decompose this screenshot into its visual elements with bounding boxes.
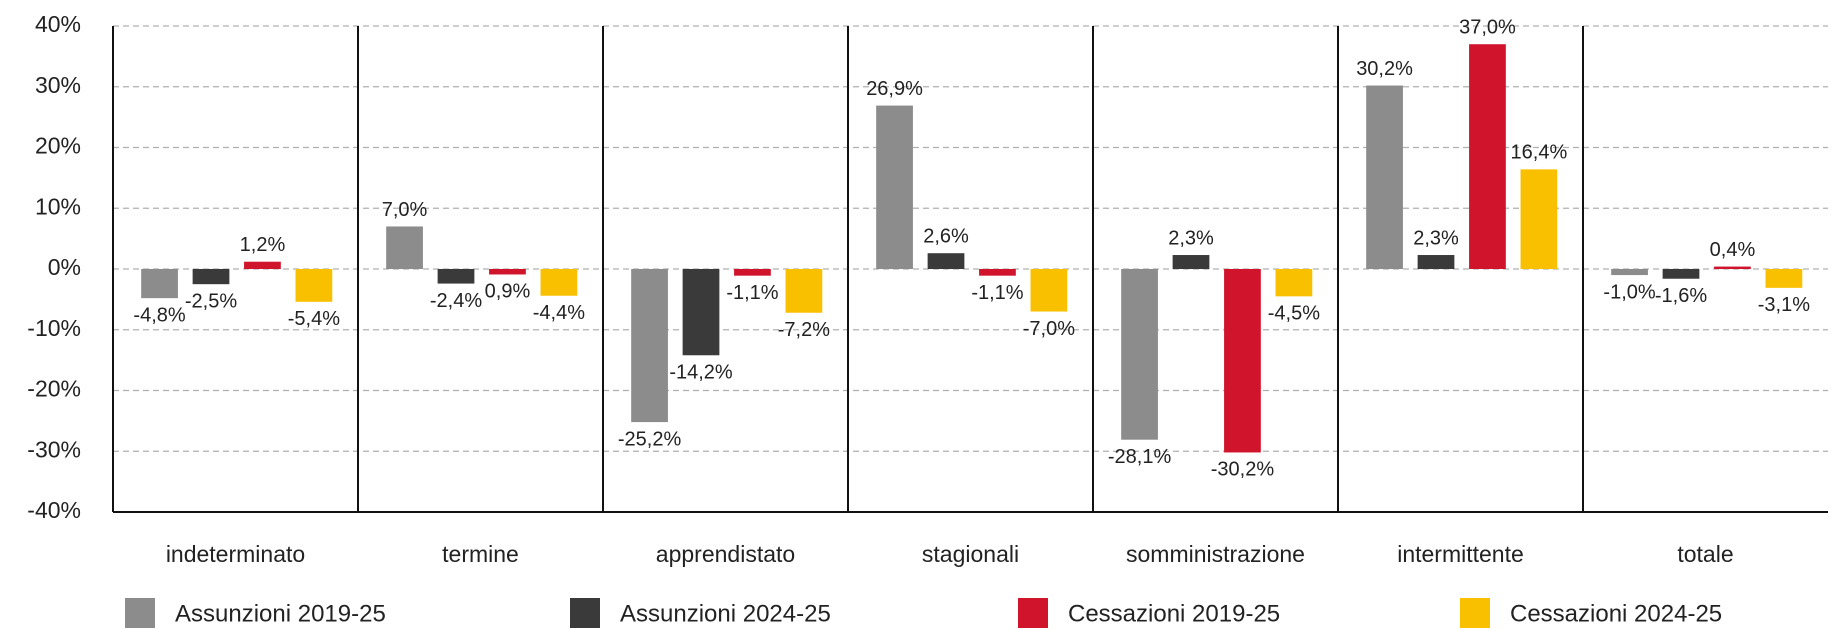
value-label: -1,0% [1603,281,1655,303]
y-tick-label: 20% [35,133,81,159]
x-tick-label: indeterminato [166,541,305,567]
bar [141,269,178,299]
y-tick-label: 40% [35,11,81,37]
bar [979,269,1016,276]
x-tick-label: intermittente [1397,541,1524,567]
bar [244,261,281,269]
value-label: -4,5% [1268,303,1320,325]
value-label: 1,2% [240,234,286,256]
y-tick-label: 10% [35,193,81,219]
bar [1765,269,1803,288]
y-tick-label: 0% [48,254,81,280]
value-label: -1,1% [971,282,1023,304]
value-label: -7,0% [1023,318,1075,340]
value-label: 0,4% [1710,239,1756,261]
x-tick-label: totale [1677,541,1733,567]
bar [1611,269,1648,276]
value-label: -30,2% [1211,459,1275,481]
value-label: -25,2% [618,428,682,450]
legend-label: Cessazioni 2019-25 [1068,600,1280,627]
value-label: -4,4% [533,302,585,324]
value-label: 2,3% [1168,227,1214,249]
legend-label: Assunzioni 2019-25 [175,600,386,627]
y-tick-label: -20% [27,376,81,402]
bar [1224,269,1261,453]
bar [192,269,230,285]
value-label: -1,1% [726,282,778,304]
bar [682,269,720,356]
bar [540,269,578,296]
x-tick-label: termine [442,541,519,567]
bar [927,253,965,269]
legend-label: Cessazioni 2024-25 [1510,600,1722,627]
value-label: -4,8% [133,304,185,326]
legend-swatch [1460,598,1490,628]
value-label: -28,1% [1108,446,1172,468]
bar [876,105,913,270]
y-tick-label: -10% [27,315,81,341]
value-label: 0,9% [485,281,531,303]
legend-swatch [570,598,600,628]
value-label: -5,4% [288,308,340,330]
bar [1121,269,1158,440]
y-tick-label: -40% [27,497,81,523]
bar [489,269,526,275]
bar [1275,269,1313,297]
value-label: -7,2% [778,319,830,341]
value-label: -3,1% [1758,294,1810,316]
x-tick-label: apprendistato [656,541,795,567]
value-label: 30,2% [1356,58,1413,80]
legend-label: Assunzioni 2024-25 [620,600,831,627]
bar [1366,85,1403,269]
legend-swatch [125,598,155,628]
bar [631,269,668,423]
value-label: 37,0% [1459,17,1516,39]
value-label: 2,3% [1413,227,1459,249]
value-label: -1,6% [1655,285,1707,307]
bar [1520,169,1558,269]
legend-swatch [1018,598,1048,628]
y-tick-label: -30% [27,436,81,462]
bar [437,269,475,284]
value-label: 2,6% [923,225,969,247]
bar [1662,269,1700,279]
value-label: 16,4% [1511,142,1568,164]
bar [734,269,771,276]
bar [1172,255,1210,269]
x-tick-label: somministrazione [1126,541,1305,567]
bar [1469,44,1506,269]
bar [386,226,423,269]
bar [1417,255,1455,269]
value-label: -2,5% [185,290,237,312]
value-label: -2,4% [430,290,482,312]
x-tick-label: stagionali [922,541,1019,567]
bar [295,269,333,302]
y-tick-label: 30% [35,72,81,98]
bar [1030,269,1068,312]
bar [785,269,823,313]
value-label: 26,9% [866,78,923,100]
value-label: -14,2% [669,362,733,384]
value-label: 7,0% [382,199,428,221]
bar [1714,266,1751,269]
